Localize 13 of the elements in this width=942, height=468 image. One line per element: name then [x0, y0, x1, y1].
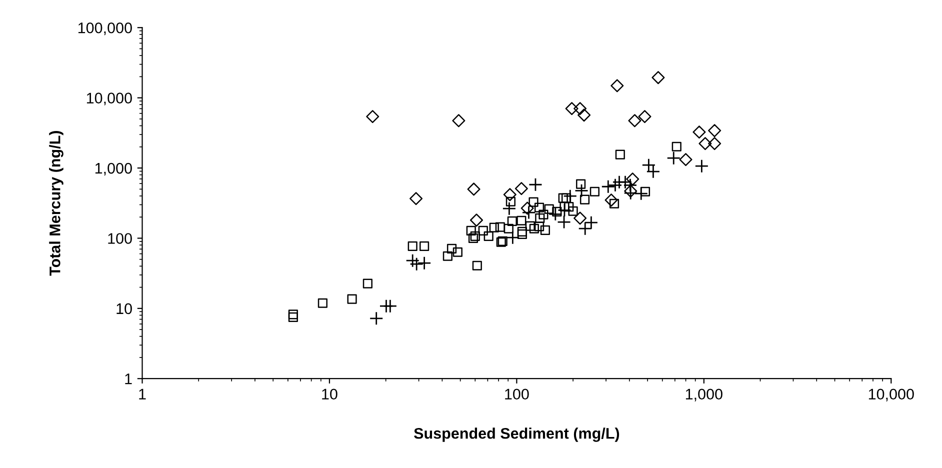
y-tick-label: 100,000 — [78, 22, 132, 36]
y-tick-label: 1,000 — [95, 162, 132, 176]
y-tick-label: 10,000 — [86, 92, 132, 106]
y-tick-label: 100 — [108, 233, 132, 244]
x-tick-label: 1,000 — [686, 388, 722, 402]
y-tick-label: 10 — [116, 303, 132, 314]
x-tick-label: 100 — [505, 388, 529, 400]
x-tick-label: 10,000 — [868, 388, 914, 402]
y-axis-title: Total Mercury (ng/L) — [49, 131, 64, 276]
x-tick-label: 1 — [139, 388, 146, 400]
x-axis-title: Suspended Sediment (mg/L) — [414, 428, 620, 442]
y-tick-label: 1 — [125, 374, 132, 384]
x-tick-label: 10 — [322, 388, 338, 400]
